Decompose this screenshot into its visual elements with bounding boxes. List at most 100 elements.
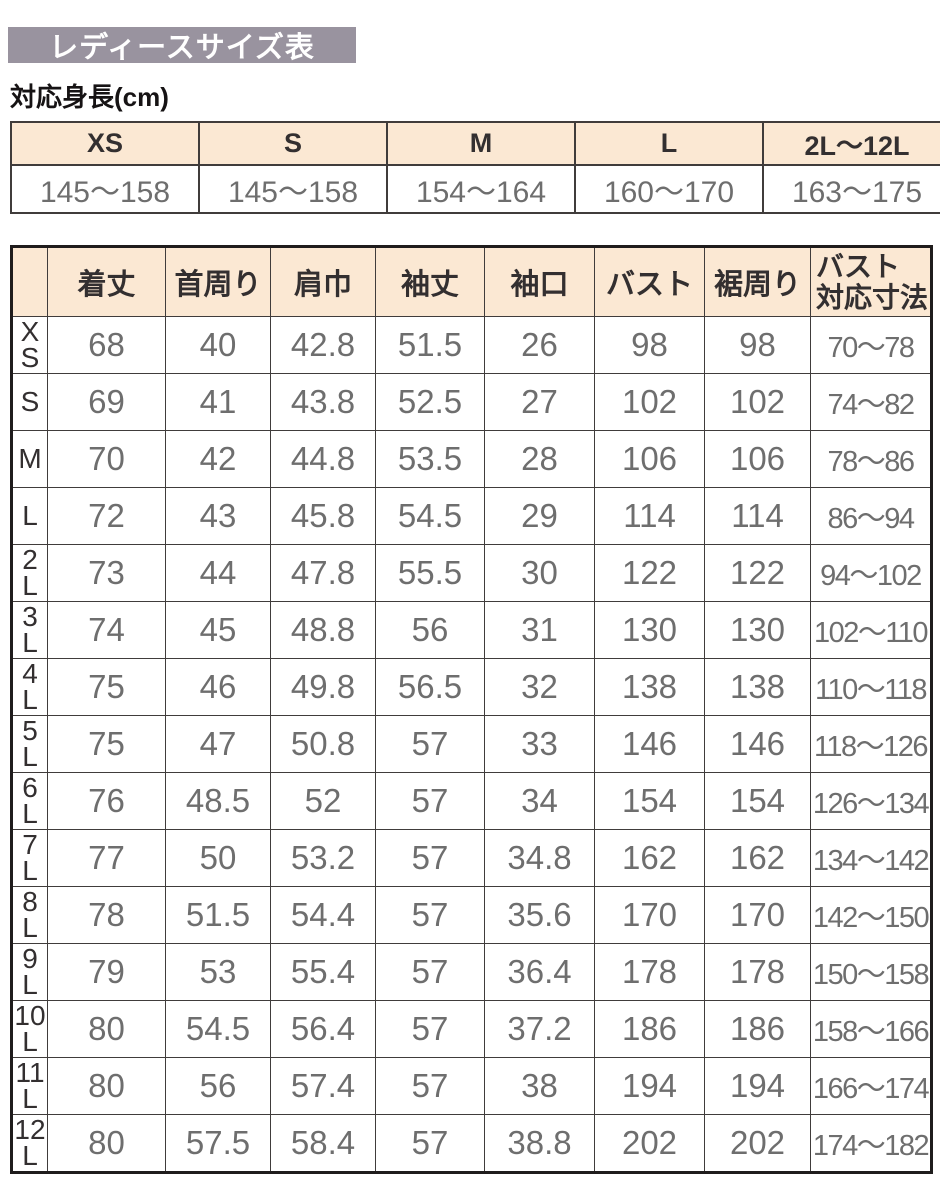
size-cell: 28 — [484, 430, 595, 488]
table-row: 7 L 77 50 53.2 57 34.8 162 162 134～142 — [11, 829, 932, 887]
size-cell: 53.2 — [270, 829, 376, 887]
size-cell: 106 — [594, 430, 705, 488]
size-cell: 54.5 — [375, 487, 485, 545]
size-row-label: 4 L — [11, 658, 48, 716]
size-cell: 56.5 — [375, 658, 485, 716]
size-cell: 57.4 — [270, 1057, 376, 1115]
size-cell: 46 — [165, 658, 271, 716]
size-cell: 27 — [484, 373, 595, 431]
size-cell: 72 — [47, 487, 166, 545]
size-cell: 69 — [47, 373, 166, 431]
size-cell: 51.5 — [375, 316, 485, 374]
size-cell: 70 — [47, 430, 166, 488]
table-row: 6 L 76 48.5 52 57 34 154 154 126～134 — [11, 772, 932, 830]
height-value: 163～175 — [762, 164, 940, 214]
height-table-value-row: 145～158 145～158 154～164 160～170 163～175 — [10, 164, 940, 214]
size-cell: 70～78 — [810, 316, 932, 374]
table-row: L 72 43 45.8 54.5 29 114 114 86～94 — [11, 487, 932, 545]
size-cell: 26 — [484, 316, 595, 374]
size-cell: 75 — [47, 715, 166, 773]
size-cell: 52.5 — [375, 373, 485, 431]
size-row-label: 9 L — [11, 943, 48, 1001]
size-cell: 56.4 — [270, 1000, 376, 1058]
size-cell: 44 — [165, 544, 271, 602]
size-cell: 102～110 — [810, 601, 932, 659]
size-cell: 53.5 — [375, 430, 485, 488]
table-row: 8 L 78 51.5 54.4 57 35.6 170 170 142～150 — [11, 886, 932, 944]
table-row: 2 L 73 44 47.8 55.5 30 122 122 94～102 — [11, 544, 932, 602]
size-cell: 202 — [704, 1114, 811, 1173]
height-col-header: XS — [10, 121, 200, 166]
size-cell: 94～102 — [810, 544, 932, 602]
table-row: M 70 42 44.8 53.5 28 106 106 78～86 — [11, 430, 932, 488]
height-col-header: S — [198, 121, 388, 166]
size-cell: 38.8 — [484, 1114, 595, 1173]
size-cell: 158～166 — [810, 1000, 932, 1058]
col-header: 袖丈 — [375, 246, 485, 317]
size-cell: 31 — [484, 601, 595, 659]
size-cell: 34.8 — [484, 829, 595, 887]
size-cell: 34 — [484, 772, 595, 830]
table-row: 12 L 80 57.5 58.4 57 38.8 202 202 174～18… — [11, 1114, 932, 1173]
size-cell: 48.8 — [270, 601, 376, 659]
height-value: 154～164 — [386, 164, 576, 214]
size-cell: 75 — [47, 658, 166, 716]
size-cell: 42.8 — [270, 316, 376, 374]
size-cell: 30 — [484, 544, 595, 602]
height-table-header-row: XS S M L 2L～12L — [10, 121, 940, 166]
size-cell: 170 — [594, 886, 705, 944]
size-cell: 150～158 — [810, 943, 932, 1001]
col-header: バスト — [594, 246, 705, 317]
size-cell: 42 — [165, 430, 271, 488]
size-cell: 51.5 — [165, 886, 271, 944]
height-section-title: 対応身長(cm) — [10, 82, 169, 112]
height-col-header: L — [574, 121, 764, 166]
size-cell: 45 — [165, 601, 271, 659]
size-cell: 54.4 — [270, 886, 376, 944]
size-cell: 102 — [704, 373, 811, 431]
size-cell: 55.5 — [375, 544, 485, 602]
size-cell: 47.8 — [270, 544, 376, 602]
size-row-label: 2 L — [11, 544, 48, 602]
height-value: 145～158 — [10, 164, 200, 214]
size-cell: 32 — [484, 658, 595, 716]
size-row-label: L — [11, 487, 48, 545]
size-cell: 40 — [165, 316, 271, 374]
table-row: 5 L 75 47 50.8 57 33 146 146 118～126 — [11, 715, 932, 773]
size-cell: 138 — [704, 658, 811, 716]
size-cell: 202 — [594, 1114, 705, 1173]
size-cell: 48.5 — [165, 772, 271, 830]
size-cell: 73 — [47, 544, 166, 602]
size-cell: 194 — [704, 1057, 811, 1115]
size-cell: 78～86 — [810, 430, 932, 488]
size-cell: 78 — [47, 886, 166, 944]
col-header: バスト 対応寸法 — [810, 246, 932, 317]
col-header: 袖口 — [484, 246, 595, 317]
size-cell: 52 — [270, 772, 376, 830]
col-header: 着丈 — [47, 246, 166, 317]
size-cell: 29 — [484, 487, 595, 545]
size-cell: 57 — [375, 715, 485, 773]
size-cell: 43 — [165, 487, 271, 545]
size-cell: 56 — [165, 1057, 271, 1115]
size-cell: 170 — [704, 886, 811, 944]
size-row-label: 11 L — [11, 1057, 48, 1115]
size-cell: 57 — [375, 886, 485, 944]
size-cell: 74 — [47, 601, 166, 659]
size-row-label: 12 L — [11, 1114, 48, 1173]
size-cell: 50 — [165, 829, 271, 887]
col-header: 肩巾 — [270, 246, 376, 317]
size-cell: 122 — [704, 544, 811, 602]
size-cell: 44.8 — [270, 430, 376, 488]
size-cell: 36.4 — [484, 943, 595, 1001]
size-cell: 174～182 — [810, 1114, 932, 1173]
size-row-label: M — [11, 430, 48, 488]
table-row: S 69 41 43.8 52.5 27 102 102 74～82 — [11, 373, 932, 431]
col-header: 首周り — [165, 246, 271, 317]
size-row-label: X S — [11, 316, 48, 374]
size-cell: 166～174 — [810, 1057, 932, 1115]
size-cell: 80 — [47, 1000, 166, 1058]
size-row-label: 8 L — [11, 886, 48, 944]
table-row: 10 L 80 54.5 56.4 57 37.2 186 186 158～16… — [11, 1000, 932, 1058]
size-cell: 154 — [594, 772, 705, 830]
